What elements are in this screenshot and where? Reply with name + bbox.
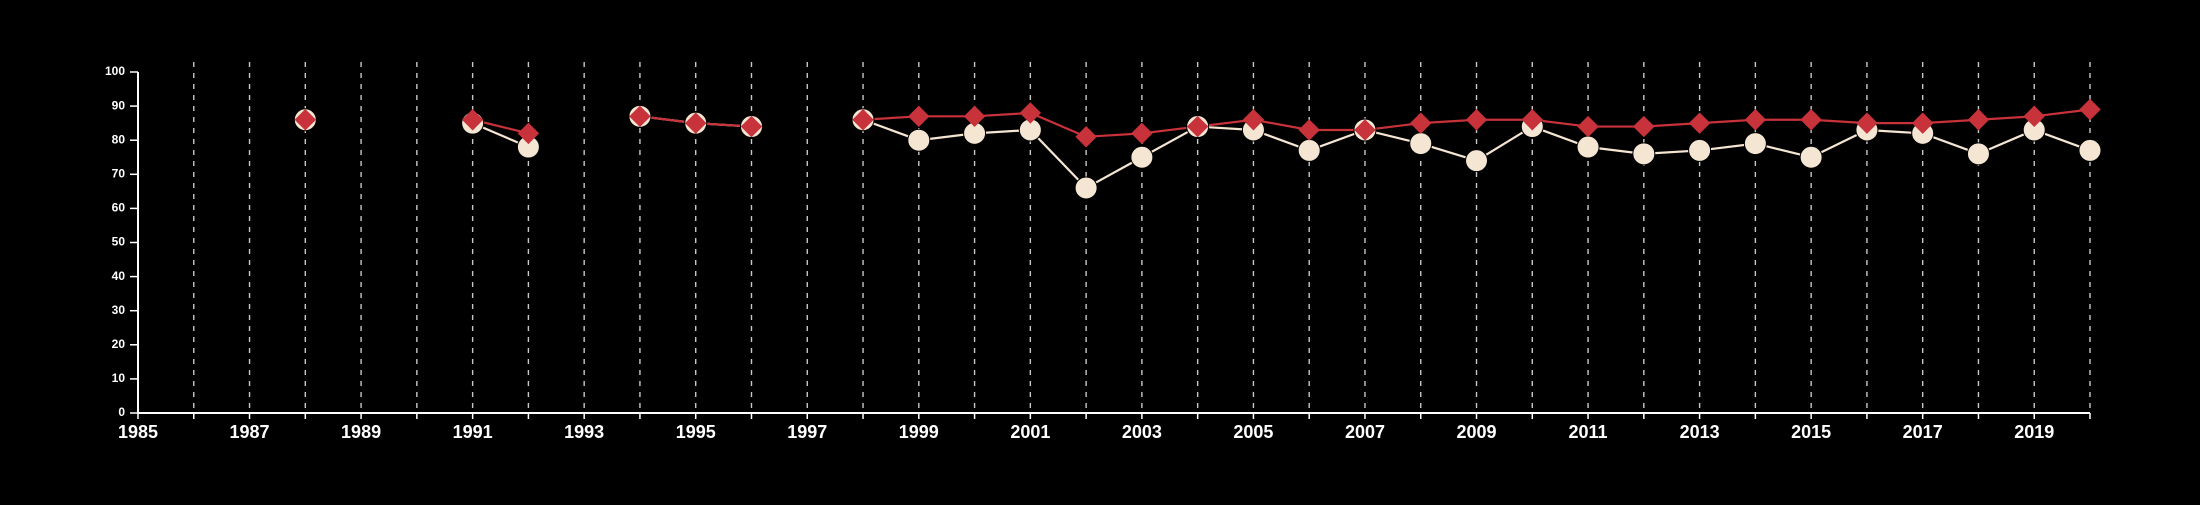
x-tick-label: 2009 bbox=[1456, 422, 1496, 442]
data-point-diamond bbox=[2023, 105, 2045, 128]
data-point-diamond bbox=[1131, 122, 1153, 145]
data-point-diamond bbox=[1410, 112, 1432, 134]
x-tick-label: 2017 bbox=[1903, 422, 1943, 442]
x-tick-label: 1993 bbox=[564, 422, 604, 442]
y-tick-label: 10 bbox=[112, 371, 126, 385]
data-point-circle bbox=[1130, 145, 1154, 169]
data-point-circle bbox=[1074, 176, 1098, 200]
data-point-circle bbox=[1743, 132, 1767, 156]
data-point-diamond bbox=[1911, 112, 1934, 134]
y-tick-label: 40 bbox=[112, 269, 126, 283]
data-point-diamond bbox=[1521, 109, 1543, 131]
y-tick-label: 30 bbox=[112, 303, 126, 317]
x-tick-label: 2015 bbox=[1791, 422, 1831, 442]
data-point-diamond bbox=[1075, 126, 1097, 148]
data-point-diamond bbox=[629, 105, 651, 128]
x-tick-label: 1997 bbox=[787, 422, 827, 442]
series-2-lines bbox=[472, 108, 2091, 138]
y-tick-label: 100 bbox=[105, 64, 125, 78]
x-tick-label: 1985 bbox=[118, 422, 158, 442]
data-point-circle bbox=[1297, 138, 1321, 162]
y-tick-label: 90 bbox=[112, 98, 126, 112]
x-tick-label: 2001 bbox=[1010, 422, 1050, 442]
y-tick-label: 20 bbox=[112, 337, 126, 351]
series-1-lines bbox=[472, 115, 2091, 190]
data-point-circle bbox=[1799, 145, 1823, 169]
data-point-diamond bbox=[1354, 119, 1376, 141]
data-point-diamond bbox=[1688, 112, 1711, 134]
x-tick-label: 2011 bbox=[1569, 422, 1608, 442]
y-tick-label: 70 bbox=[112, 166, 126, 180]
x-tick-label: 1999 bbox=[899, 422, 939, 442]
data-point-diamond bbox=[2079, 98, 2101, 121]
x-tick-label: 1987 bbox=[230, 422, 270, 442]
axes: 0 10 20 30 40 50 60 70 80 90 100 1985 1987 1989 1991 19… bbox=[105, 64, 2091, 442]
series-layer bbox=[293, 98, 2102, 200]
data-point-diamond bbox=[1298, 119, 1320, 141]
data-point-diamond bbox=[685, 112, 707, 134]
x-tick-label: 2005 bbox=[1233, 422, 1273, 442]
data-point-diamond bbox=[1019, 102, 1042, 124]
data-point-diamond bbox=[1633, 115, 1655, 138]
data-point-diamond bbox=[1856, 112, 1878, 134]
x-tick-label: 2019 bbox=[2014, 422, 2054, 442]
data-point-diamond bbox=[740, 115, 763, 138]
data-point-diamond bbox=[1967, 109, 1990, 131]
y-tick-label: 50 bbox=[112, 235, 126, 249]
data-point-diamond bbox=[852, 109, 874, 131]
data-point-diamond bbox=[1577, 115, 1599, 138]
x-tick-label: 2007 bbox=[1345, 422, 1385, 442]
data-point-circle bbox=[1688, 138, 1712, 162]
data-point-circle bbox=[1966, 142, 1990, 166]
x-tick-label: 2013 bbox=[1680, 422, 1720, 442]
x-tick-label: 1991 bbox=[453, 422, 493, 442]
data-point-diamond bbox=[1800, 109, 1822, 131]
data-point-circle bbox=[1576, 135, 1600, 159]
data-point-circle bbox=[1632, 142, 1656, 166]
data-point-diamond bbox=[1465, 109, 1488, 131]
x-tick-label: 1995 bbox=[676, 422, 716, 442]
data-point-diamond bbox=[1186, 115, 1209, 138]
data-point-diamond bbox=[963, 105, 986, 128]
data-point-circle bbox=[907, 128, 931, 152]
data-point-diamond bbox=[1242, 109, 1265, 131]
y-tick-label: 80 bbox=[112, 132, 126, 146]
data-point-circle bbox=[1465, 149, 1489, 173]
data-point-diamond bbox=[908, 105, 930, 128]
series-2-markers bbox=[294, 98, 2101, 148]
data-point-diamond bbox=[461, 109, 484, 131]
x-tick-label: 2003 bbox=[1122, 422, 1162, 442]
y-tick-label: 0 bbox=[118, 405, 125, 419]
y-tick-label: 60 bbox=[112, 201, 126, 215]
data-point-diamond bbox=[517, 122, 540, 145]
data-point-circle bbox=[2078, 138, 2102, 162]
data-point-diamond bbox=[1744, 109, 1767, 131]
x-tick-label: 1989 bbox=[341, 422, 381, 442]
data-point-diamond bbox=[294, 109, 317, 131]
data-point-circle bbox=[1409, 132, 1433, 156]
